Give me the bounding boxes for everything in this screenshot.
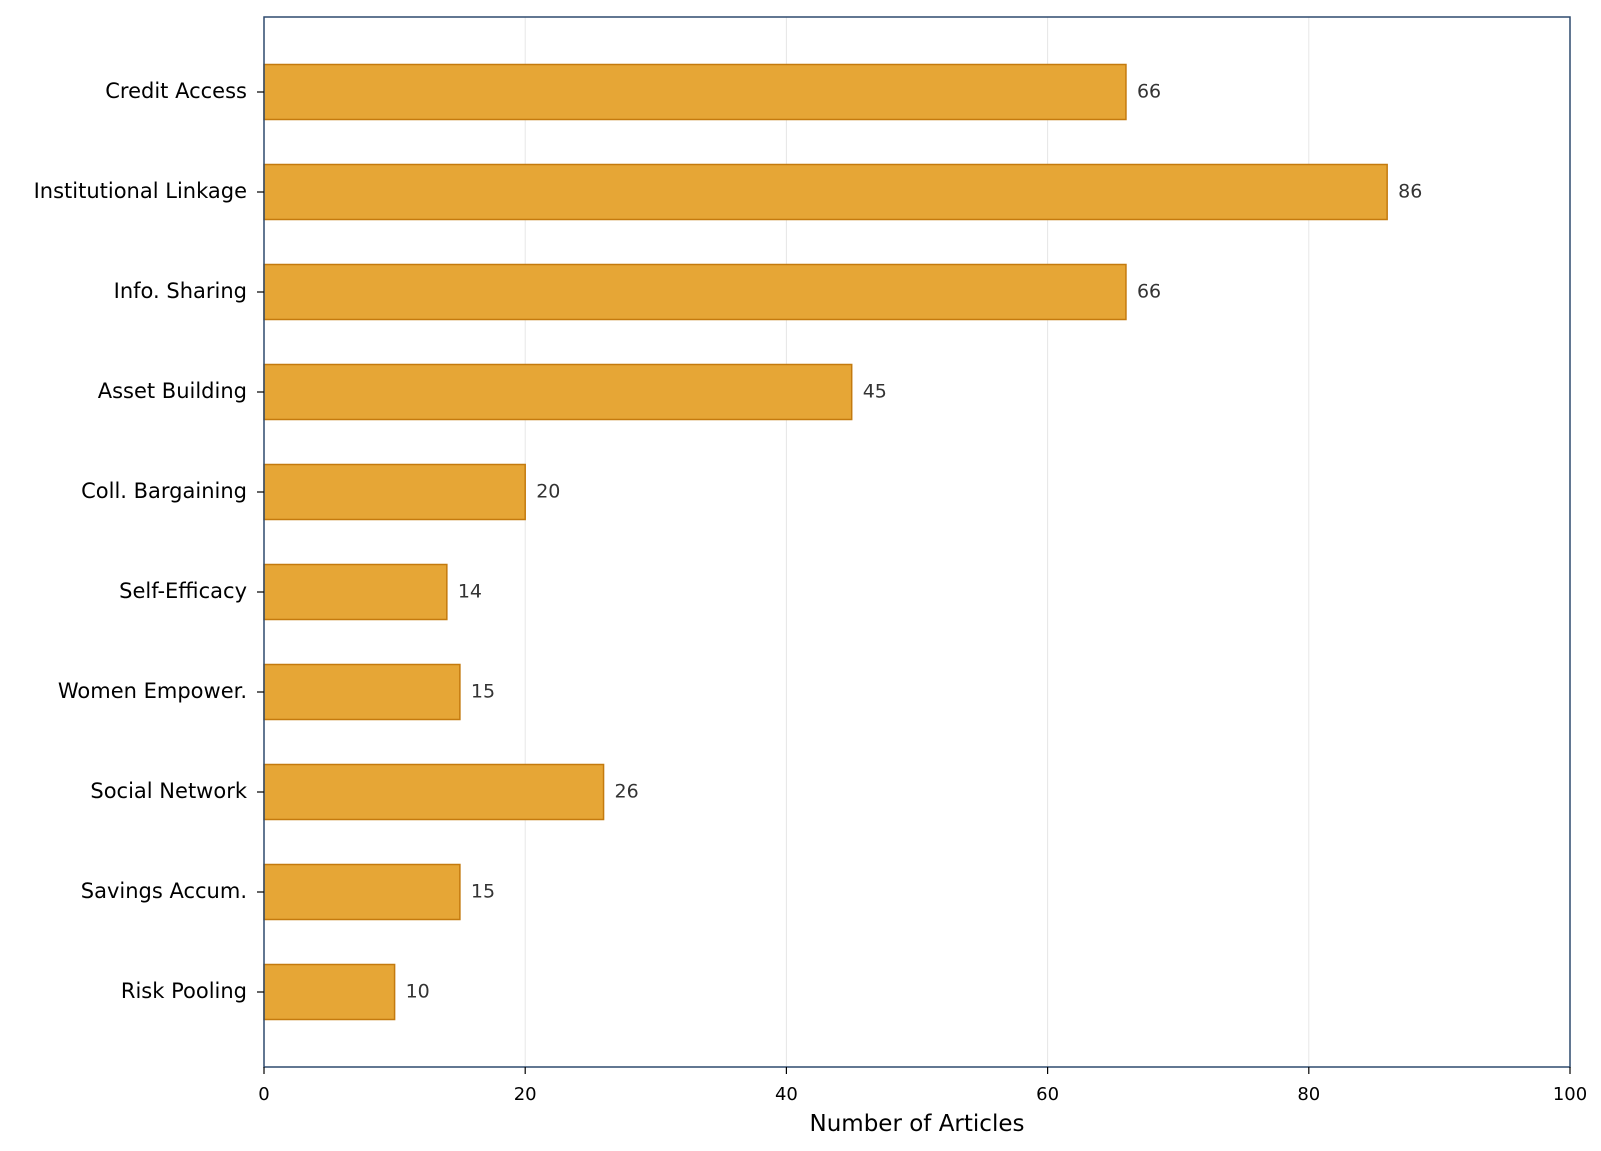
y-tick-label: Coll. Bargaining xyxy=(81,479,247,503)
x-tick-label: 0 xyxy=(258,1084,269,1105)
bar-value-label: 15 xyxy=(471,681,495,703)
bar xyxy=(263,663,461,721)
bar-value-label: 26 xyxy=(615,781,639,803)
bar xyxy=(263,563,448,621)
bar xyxy=(263,963,396,1021)
bar-value-label: 86 xyxy=(1398,181,1422,203)
x-tick-label: 20 xyxy=(514,1084,537,1105)
y-tick-label: Institutional Linkage xyxy=(34,179,247,203)
y-tick-label: Asset Building xyxy=(98,379,247,403)
bar xyxy=(263,63,1127,121)
bar-value-label: 20 xyxy=(536,481,560,503)
y-tick-label: Self-Efficacy xyxy=(119,579,247,603)
y-tick-label: Women Empower. xyxy=(58,679,247,703)
bar xyxy=(263,263,1127,321)
x-tick-label: 100 xyxy=(1553,1084,1587,1105)
bar-value-label: 14 xyxy=(458,581,482,603)
y-tick-label: Info. Sharing xyxy=(114,279,247,303)
y-tick-label: Risk Pooling xyxy=(121,979,247,1003)
bar-value-label: 66 xyxy=(1137,281,1161,303)
y-tick-label: Social Network xyxy=(90,779,247,803)
bar xyxy=(263,163,1388,221)
x-tick-label: 40 xyxy=(775,1084,798,1105)
bar xyxy=(263,363,853,421)
data-labels: 66 86 66 45 20 14 15 26 15 10 xyxy=(406,81,1423,1003)
bars xyxy=(263,63,1388,1021)
bar-value-label: 15 xyxy=(471,881,495,903)
bar-value-label: 45 xyxy=(863,381,887,403)
x-tick-label: 80 xyxy=(1297,1084,1320,1105)
bar xyxy=(263,463,526,521)
bar-value-label: 10 xyxy=(406,981,430,1003)
x-tick-label: 60 xyxy=(1036,1084,1059,1105)
y-tick-label: Savings Accum. xyxy=(81,879,247,903)
y-axis: Credit Access Institutional Linkage Info. … xyxy=(34,79,264,1003)
bar xyxy=(263,863,461,921)
x-axis-label: Number of Articles xyxy=(810,1111,1025,1137)
plot-frame xyxy=(263,16,1571,1068)
bar xyxy=(263,763,605,821)
bar-value-label: 66 xyxy=(1137,81,1161,103)
y-tick-label: Credit Access xyxy=(105,79,247,103)
x-axis: 0 20 40 60 80 100 xyxy=(258,1067,1587,1105)
